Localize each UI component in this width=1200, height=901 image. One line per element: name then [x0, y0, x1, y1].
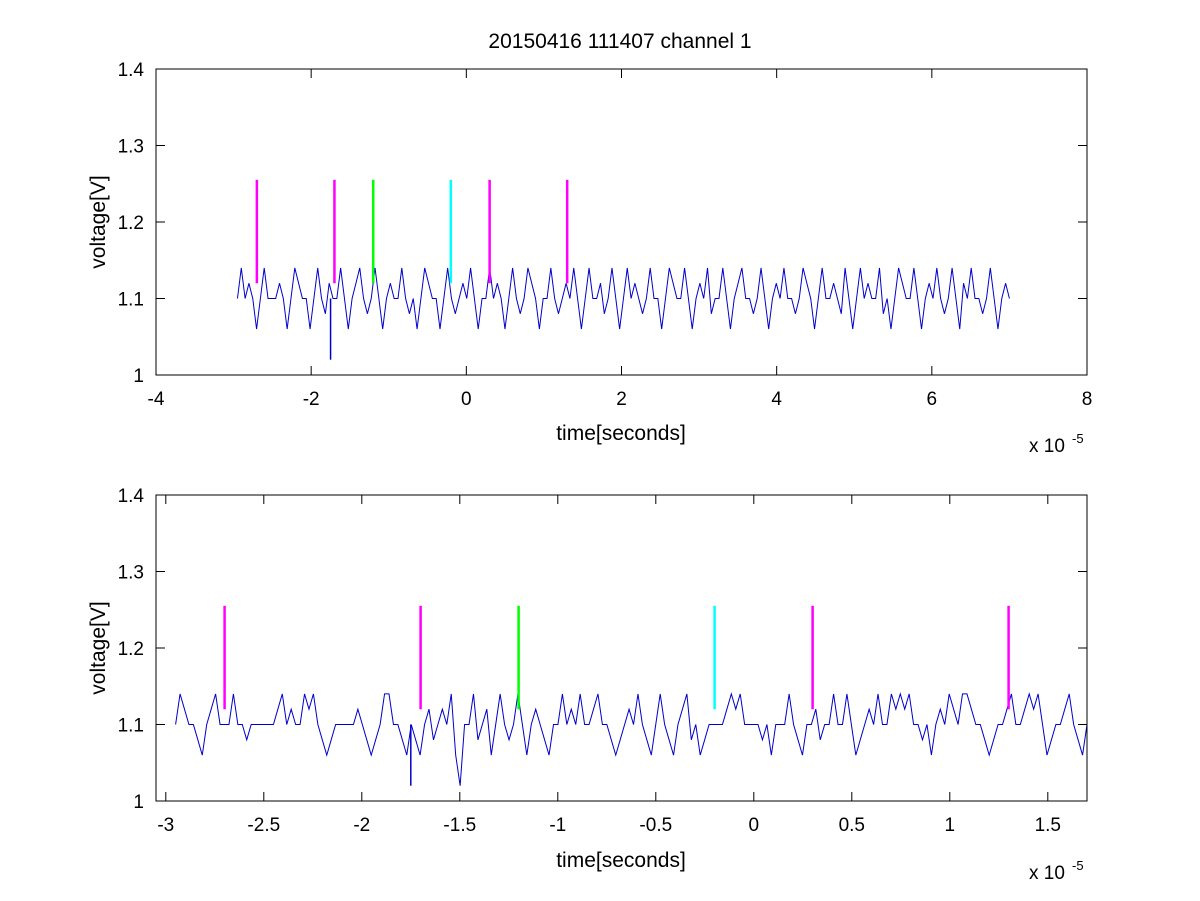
x-tick-label-top: -4	[148, 389, 165, 410]
y-tick-label-top: 1	[133, 366, 144, 387]
x-tick-label-top: 0	[461, 389, 472, 410]
x-tick-label-bottom: 0	[749, 815, 760, 836]
x-multiplier-base-top: x 10	[1029, 436, 1065, 457]
figure-title: 20150416 111407 channel 1	[488, 30, 751, 53]
y-axis-label-top: voltage[V]	[87, 175, 110, 268]
y-tick-label-bottom: 1.2	[118, 639, 144, 660]
x-tick-label-top: 8	[1082, 389, 1093, 410]
y-tick-label-bottom: 1.4	[118, 486, 145, 507]
y-tick-label-top: 1.4	[118, 60, 145, 81]
x-axis-label-bottom: time[seconds]	[556, 849, 686, 872]
y-tick-label-bottom: 1.3	[118, 563, 144, 584]
y-tick-label-top: 1.1	[118, 290, 144, 311]
x-tick-label-bottom: 1	[945, 815, 956, 836]
y-tick-label-top: 1.2	[118, 213, 144, 234]
x-tick-label-bottom: -1	[549, 815, 566, 836]
series-line-bottom-0	[175, 692, 1088, 786]
x-tick-label-bottom: -2.5	[247, 815, 280, 836]
y-tick-label-bottom: 1	[133, 792, 144, 813]
x-multiplier-base-bottom: x 10	[1029, 863, 1065, 884]
x-tick-label-bottom: -3	[157, 815, 174, 836]
plot-content-bottom	[175, 605, 1088, 786]
x-tick-label-bottom: -0.5	[639, 815, 672, 836]
x-tick-label-top: -2	[303, 389, 320, 410]
x-tick-label-bottom: -2	[353, 815, 370, 836]
x-multiplier-exponent-bottom: -5	[1072, 858, 1084, 873]
y-tick-label-top: 1.3	[118, 137, 144, 158]
axis-frame-bottom	[155, 494, 1088, 802]
x-tick-label-bottom: 1.5	[1035, 815, 1061, 836]
x-tick-label-top: 4	[771, 389, 782, 410]
y-axis-label-bottom: voltage[V]	[87, 601, 110, 694]
series-line-top-0	[236, 267, 1010, 330]
ticks-top: -4 -2 0 2 4 6 8 1 1.1 1.2 1.3 1.4	[118, 60, 1093, 410]
ticks-bottom: -3 -2.5 -2 -1.5 -1 -0.5 0 0.5 1 1.5 1 1.1 1.2 1.3 1.4	[118, 486, 1087, 836]
axes-bottom: -3 -2.5 -2 -1.5 -1 -0.5 0 0.5 1 1.511.11.21.31.4 …	[87, 486, 1088, 884]
plot-content-top	[236, 179, 1010, 360]
x-tick-label-bottom: -1.5	[443, 815, 476, 836]
axis-frame-top	[155, 68, 1088, 376]
x-tick-label-top: 2	[616, 389, 627, 410]
x-tick-label-top: 6	[927, 389, 938, 410]
axes-top: -4 -2 0 2 4 6 8 1 1.1 1.2 1.3 1.4 time[seconds] vol…	[87, 60, 1092, 457]
x-multiplier-exponent-top: -5	[1072, 431, 1084, 446]
y-tick-label-bottom: 1.1	[118, 716, 144, 737]
x-tick-label-bottom: 0.5	[839, 815, 865, 836]
x-axis-label-top: time[seconds]	[556, 422, 686, 445]
